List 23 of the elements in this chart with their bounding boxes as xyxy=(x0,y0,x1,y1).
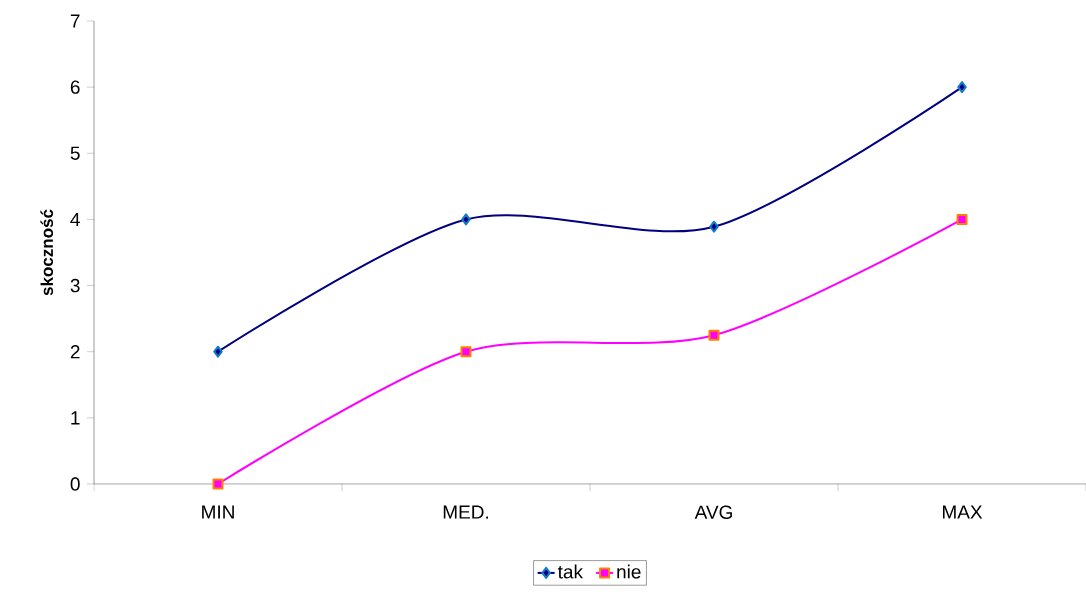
x-tick-label: MAX xyxy=(942,505,983,519)
y-tick-label: 2 xyxy=(70,345,80,359)
y-tick-label: 3 xyxy=(70,278,80,293)
point xyxy=(460,346,472,358)
legend-label: tak xyxy=(557,564,584,579)
x-tick-label: MED. xyxy=(443,505,489,519)
point xyxy=(708,329,720,341)
y-tick-label: 7 xyxy=(70,14,80,28)
y-tick-label: 1 xyxy=(71,411,80,425)
y-tick-label: 5 xyxy=(70,146,80,160)
y-tick-label: 0 xyxy=(70,477,80,491)
y-tick-label: 4 xyxy=(70,212,80,226)
legend-label: nie xyxy=(617,564,641,579)
point xyxy=(461,213,471,226)
point xyxy=(709,220,719,233)
y-tick-label: 6 xyxy=(70,80,80,94)
y-axis-title: skoczność xyxy=(40,209,54,296)
point xyxy=(956,213,968,225)
point xyxy=(212,478,224,490)
x-tick-label: AVG xyxy=(694,505,732,519)
point xyxy=(957,81,967,94)
x-tick-label: MIN xyxy=(202,505,234,519)
point xyxy=(213,345,223,358)
